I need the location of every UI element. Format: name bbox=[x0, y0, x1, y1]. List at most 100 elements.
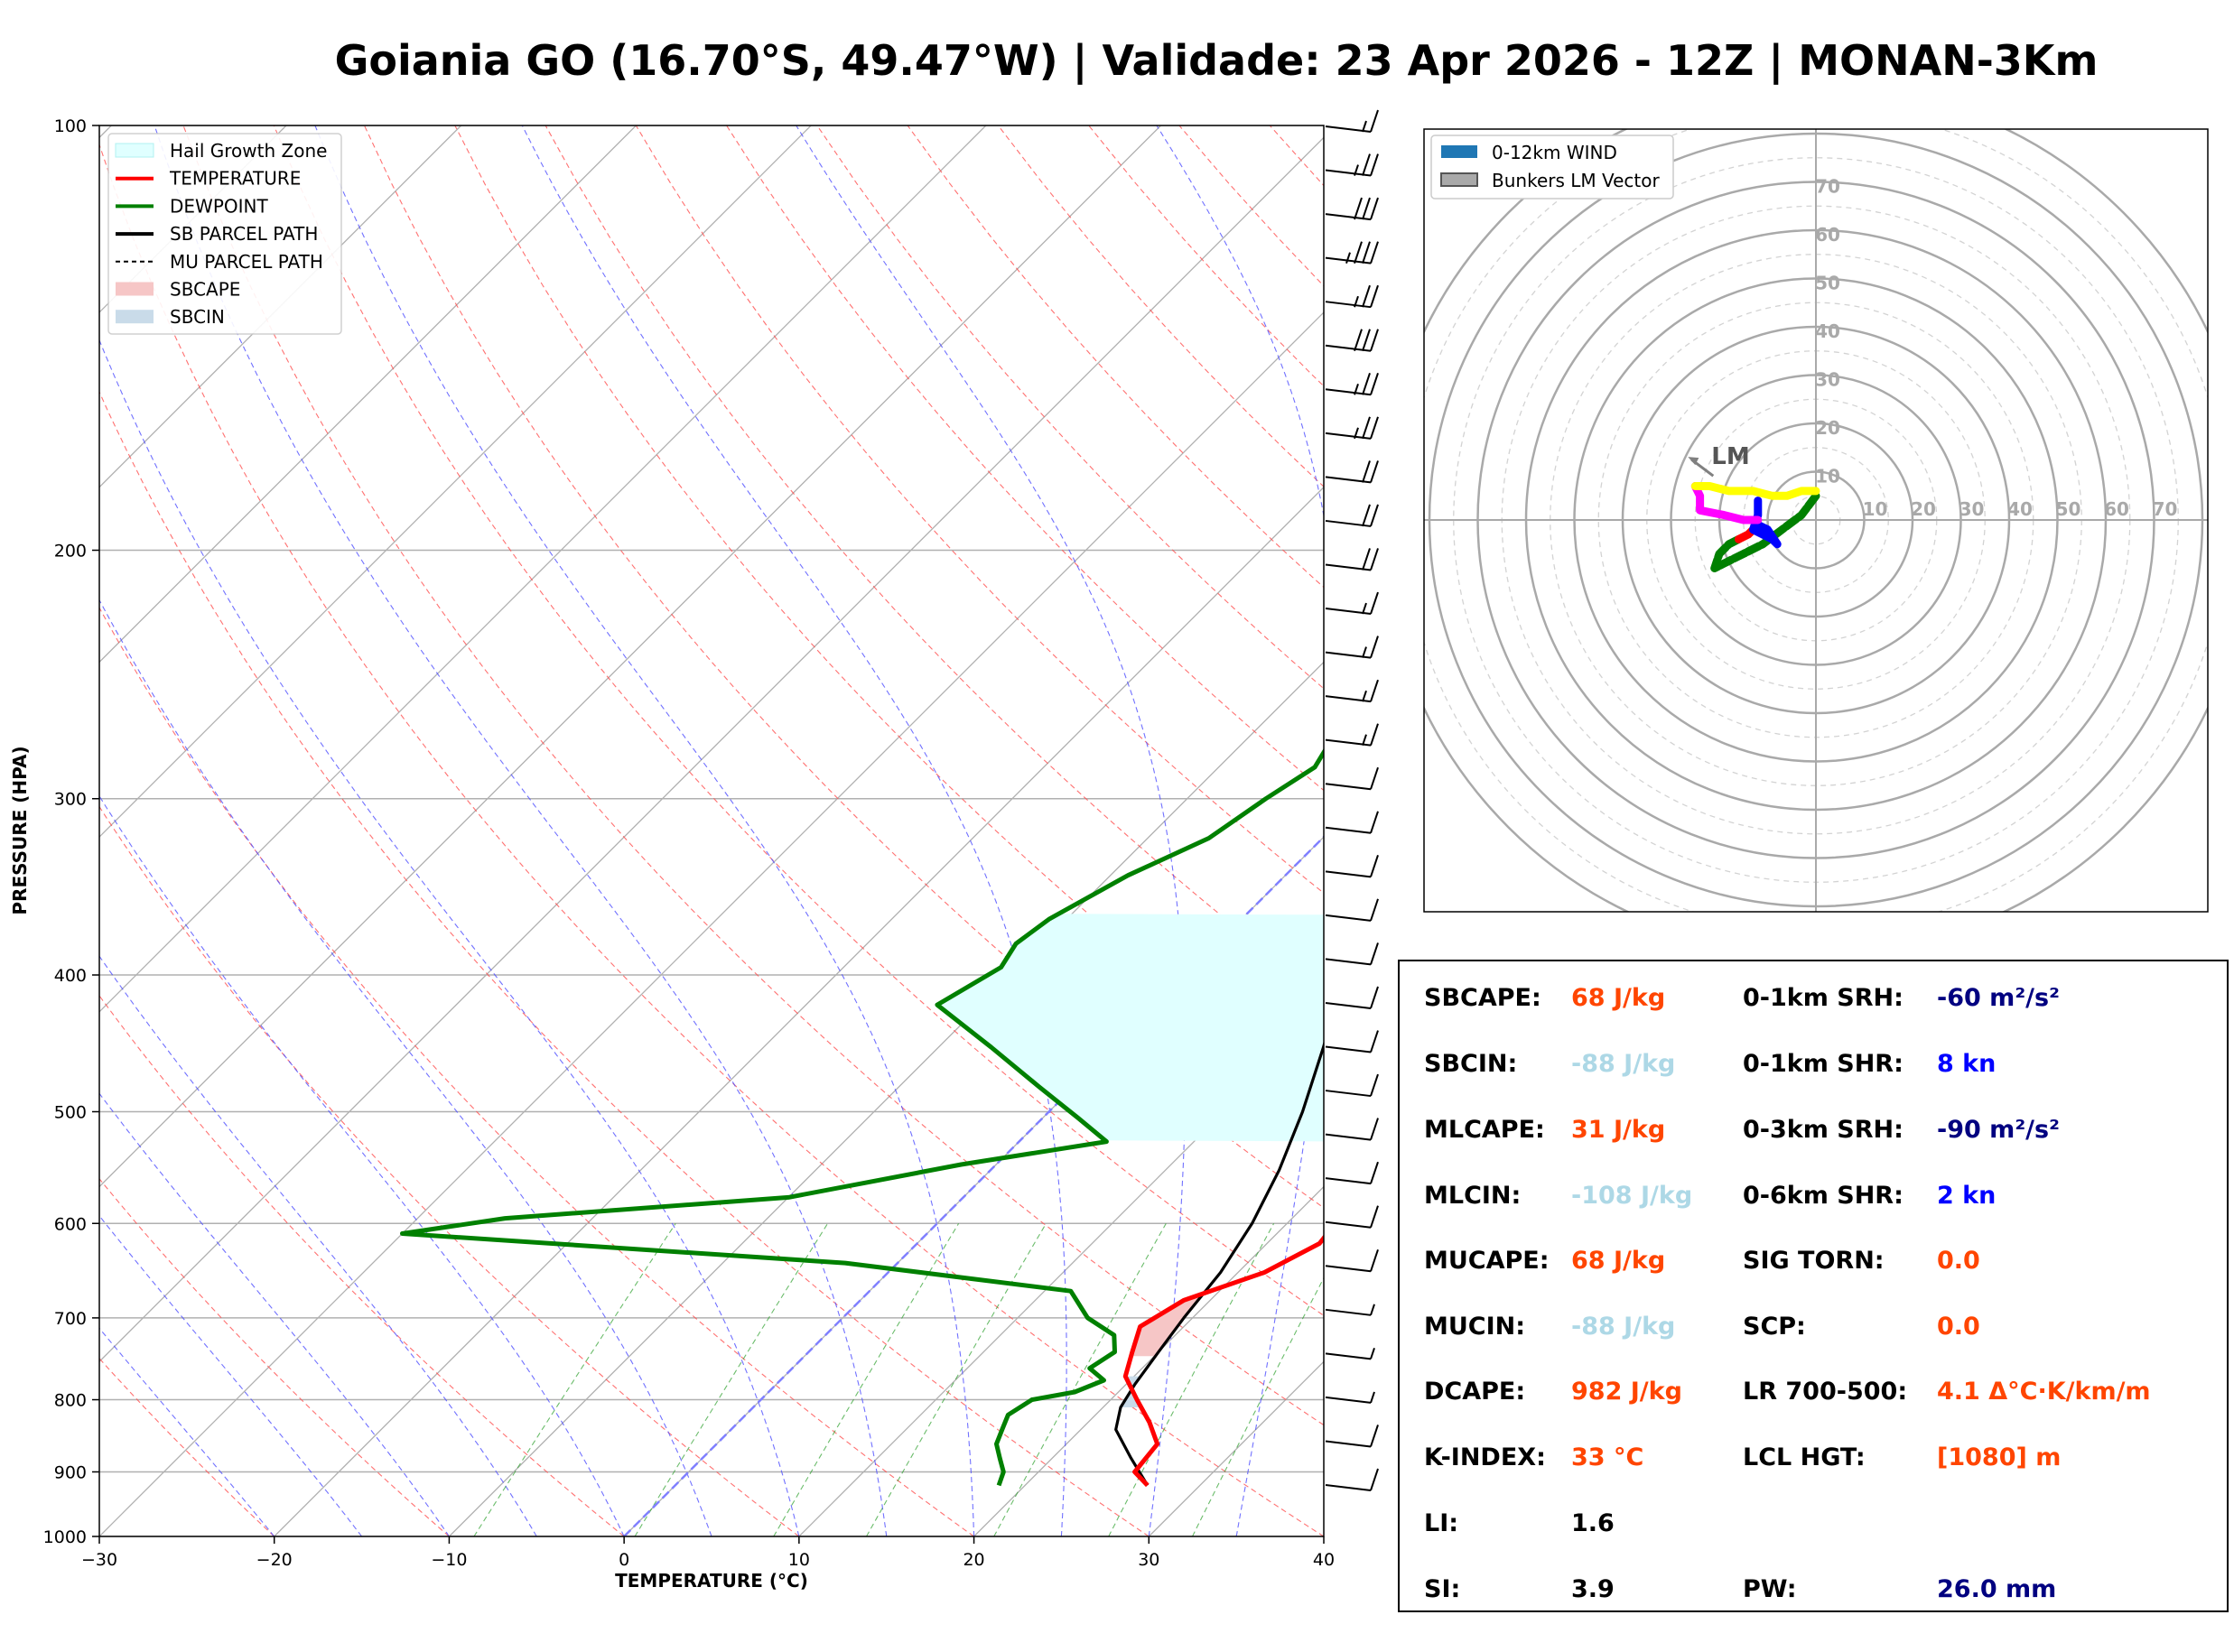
stat-value: -108 J/kg bbox=[1571, 1182, 1693, 1210]
wind-barb-half-flag bbox=[1362, 646, 1367, 658]
wind-barb-flag bbox=[1362, 416, 1371, 440]
wind-barb-flag bbox=[1370, 723, 1379, 746]
x-tick-label: 20 bbox=[963, 1550, 984, 1570]
hodograph-rings: 10 10 20 20 30 30 40 40 50 50 60 60 70 70 LM bbox=[1424, 129, 2208, 912]
stat-label: 0-1km SHR: bbox=[1743, 1050, 1904, 1078]
wind-barb-half-flag bbox=[1362, 602, 1367, 615]
wind-barb-flag bbox=[1362, 504, 1371, 527]
wind-barb-flag bbox=[1362, 548, 1371, 571]
hodograph-ring-label: 10 bbox=[1815, 466, 1840, 487]
y-tick-label: 300 bbox=[54, 790, 87, 810]
hail-growth-zone bbox=[936, 914, 1324, 1142]
wind-barb-flag bbox=[1370, 372, 1379, 395]
wind-barb-flag bbox=[1370, 197, 1379, 220]
wind-barb-staff bbox=[1325, 1352, 1372, 1360]
legend-box bbox=[107, 133, 342, 335]
stat-label: SIG TORN: bbox=[1743, 1247, 1885, 1275]
y-tick-label: 200 bbox=[54, 542, 87, 561]
sb-parcel-path-line bbox=[1114, 1040, 1324, 1487]
bunkers-lm-label: LM bbox=[1711, 443, 1749, 470]
wind-barb bbox=[1325, 416, 1379, 440]
wind-barb bbox=[1325, 942, 1379, 966]
wind-barb-flag bbox=[1370, 811, 1379, 834]
isotherm bbox=[798, 1010, 1324, 1536]
wind-barb-staff bbox=[1325, 1484, 1372, 1491]
hodograph-segment-blue bbox=[1749, 497, 1782, 549]
wind-barb-flag bbox=[1370, 591, 1379, 615]
wind-barb bbox=[1325, 766, 1379, 791]
hodograph-plot: 10 10 20 20 30 30 40 40 50 50 60 60 70 70 LM 0-12km WI… bbox=[1423, 128, 2209, 913]
isotherm bbox=[99, 136, 1324, 1363]
wind-barb bbox=[1325, 460, 1379, 484]
wind-barb-staff bbox=[1325, 914, 1372, 922]
x-tick-label: −30 bbox=[81, 1550, 117, 1570]
wind-barb-staff bbox=[1325, 1045, 1372, 1053]
page-title: Goiania GO (16.70°S, 49.47°W) | Validade… bbox=[334, 36, 2099, 85]
hodo-legend-entry: Bunkers LM Vector bbox=[1492, 170, 1661, 191]
dry-adiabat bbox=[99, 1177, 450, 1536]
wind-barb-flag bbox=[1370, 460, 1379, 483]
y-tick-label: 600 bbox=[54, 1214, 87, 1234]
y-axis-label: PRESSURE (HPA) bbox=[9, 746, 31, 914]
wind-barb-staff bbox=[1325, 1220, 1372, 1229]
legend-entry: MU PARCEL PATH bbox=[170, 251, 323, 273]
mixing-ratio-line bbox=[1192, 1276, 1324, 1536]
isotherm bbox=[99, 125, 462, 488]
wind-barb-flag bbox=[1362, 197, 1371, 220]
stat-label: LI: bbox=[1424, 1509, 1459, 1537]
wind-barb-half-flag bbox=[1370, 1391, 1375, 1404]
skewt-axis-ticks: −30 −20 −10 0 10 20 30 40 100 200 300 400 500 600 700 8… bbox=[43, 116, 1335, 1570]
hodograph-ring-label: 30 bbox=[1959, 498, 1985, 520]
wind-barb bbox=[1325, 1205, 1379, 1229]
isotherm bbox=[448, 661, 1324, 1536]
wind-barb-flag bbox=[1354, 241, 1363, 264]
freezing-isotherm bbox=[623, 835, 1324, 1536]
wind-barb bbox=[1325, 284, 1379, 309]
legend-entry: SB PARCEL PATH bbox=[170, 223, 318, 245]
wind-barb bbox=[1325, 898, 1379, 922]
dry-adiabat bbox=[99, 805, 800, 1536]
wind-barb-half-flag bbox=[1345, 252, 1351, 264]
mixing-ratio-line bbox=[634, 1223, 829, 1536]
x-axis-label: TEMPERATURE (°C) bbox=[615, 1570, 808, 1592]
wind-barb-flag bbox=[1370, 1030, 1379, 1053]
wind-barbs bbox=[1325, 109, 1379, 1491]
mixing-ratio-line bbox=[993, 1223, 1167, 1536]
hodograph-ring-label: 60 bbox=[2104, 498, 2129, 520]
stat-label: MUCIN: bbox=[1424, 1313, 1526, 1341]
dry-adiabat bbox=[635, 125, 1324, 895]
wind-barb bbox=[1325, 241, 1379, 265]
wind-barb-flag bbox=[1370, 942, 1379, 965]
isotherm bbox=[99, 125, 1162, 1188]
wind-barb-flag bbox=[1370, 898, 1379, 922]
stat-label: PW: bbox=[1743, 1575, 1797, 1603]
wind-barb-staff bbox=[1325, 1001, 1372, 1009]
wind-barb bbox=[1325, 1073, 1379, 1098]
wind-barb bbox=[1325, 986, 1379, 1009]
wind-barb-flag bbox=[1354, 329, 1363, 352]
hodo-legend-swatch bbox=[1441, 145, 1477, 158]
wind-barb-flag bbox=[1370, 1205, 1379, 1229]
moist-adiabat bbox=[99, 339, 800, 1536]
wind-barb bbox=[1325, 636, 1379, 659]
moist-adiabat bbox=[521, 125, 1067, 1536]
isotherm bbox=[973, 1185, 1324, 1536]
dry-adiabat bbox=[182, 125, 1324, 1426]
wind-barb-staff bbox=[1325, 870, 1372, 878]
wind-barb-flag bbox=[1370, 284, 1379, 308]
stat-value: [1080] m bbox=[1937, 1443, 2062, 1471]
dewpoint-line bbox=[400, 747, 1324, 1487]
wind-barb bbox=[1325, 372, 1379, 396]
legend-entry: DEWPOINT bbox=[170, 195, 268, 217]
stat-value: -90 m²/s² bbox=[1937, 1116, 2060, 1144]
dry-adiabat bbox=[545, 125, 1324, 998]
y-tick-label: 900 bbox=[54, 1462, 87, 1482]
wind-barb-flag bbox=[1362, 284, 1371, 308]
mixing-ratio-line bbox=[1108, 1223, 1275, 1536]
stat-label: SBCAPE: bbox=[1424, 984, 1541, 1012]
hodograph-ring-label: 60 bbox=[1815, 224, 1840, 246]
wind-barb bbox=[1325, 109, 1379, 133]
dry-adiabat bbox=[273, 125, 1324, 1317]
wind-barb-flag bbox=[1362, 329, 1371, 352]
stat-value: 68 J/kg bbox=[1571, 984, 1666, 1012]
